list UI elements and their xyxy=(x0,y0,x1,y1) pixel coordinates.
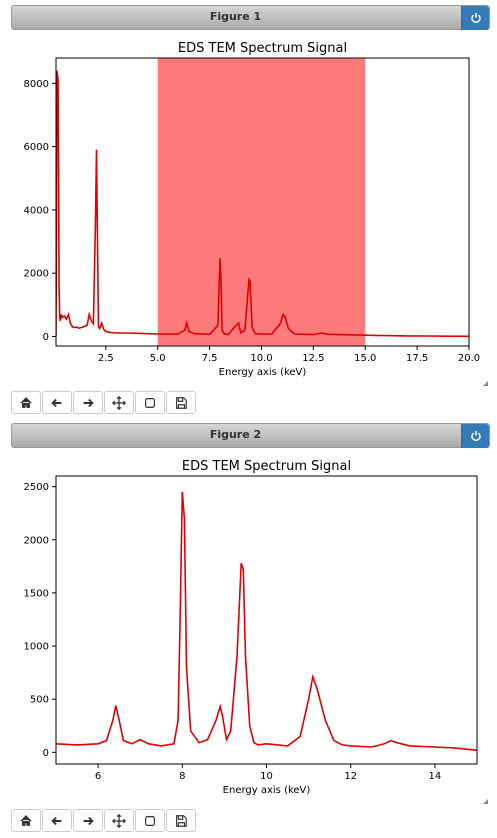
home-icon xyxy=(20,814,32,826)
chart-title: EDS TEM Spectrum Signal xyxy=(178,41,347,56)
pan-icon xyxy=(112,813,126,828)
forward-arrow-button[interactable] xyxy=(73,391,103,414)
y-tick-label: 2000 xyxy=(24,269,49,280)
save-button[interactable] xyxy=(166,391,196,414)
power-icon xyxy=(470,13,481,24)
save-icon xyxy=(176,814,187,827)
power-icon xyxy=(470,431,481,442)
forward-arrow-icon xyxy=(83,398,94,407)
zoom-rect-icon xyxy=(145,397,155,408)
figure-2-header: Figure 2 xyxy=(11,423,490,448)
selection-span[interactable] xyxy=(157,58,366,346)
home-button[interactable] xyxy=(11,391,41,414)
resize-handle-icon[interactable] xyxy=(483,799,488,804)
x-tick-label: 10 xyxy=(260,771,273,782)
y-tick-label: 2000 xyxy=(24,535,49,546)
y-tick-label: 0 xyxy=(43,332,49,343)
forward-arrow-button[interactable] xyxy=(73,809,103,832)
figure-2-toolbar xyxy=(11,809,197,833)
x-tick-label: 17.5 xyxy=(406,353,428,364)
home-button[interactable] xyxy=(11,809,41,832)
figure-2-plot[interactable]: EDS TEM Spectrum Signal 6 8 10 12 14 0 500 1000 1… xyxy=(0,456,497,806)
save-button[interactable] xyxy=(166,809,196,832)
x-axis-label: Energy axis (keV) xyxy=(219,367,307,378)
y-tick-label: 1500 xyxy=(24,588,49,599)
plot-frame xyxy=(55,57,470,347)
forward-arrow-icon xyxy=(83,816,94,825)
y-tick-label: 0 xyxy=(43,748,49,759)
x-tick-label: 12.5 xyxy=(302,353,324,364)
zoom-rect-button[interactable] xyxy=(135,391,165,414)
zoom-rect-button[interactable] xyxy=(135,809,165,832)
resize-handle-icon[interactable] xyxy=(483,381,488,386)
figure-1-title: Figure 1 xyxy=(209,10,262,23)
save-icon xyxy=(176,396,187,409)
x-tick-label: 8 xyxy=(179,771,185,782)
x-tick-label: 12 xyxy=(344,771,357,782)
x-tick-label: 6 xyxy=(95,771,101,782)
y-tick-label: 2500 xyxy=(24,482,49,493)
x-tick-label: 15.0 xyxy=(354,353,376,364)
x-tick-label: 10.0 xyxy=(250,353,272,364)
zoom-rect-icon xyxy=(145,815,155,826)
close-figure-1-button[interactable] xyxy=(461,6,489,30)
pan-button[interactable] xyxy=(104,809,134,832)
y-tick-label: 1000 xyxy=(24,642,49,653)
y-tick-label: 4000 xyxy=(24,205,49,216)
close-figure-2-button[interactable] xyxy=(461,424,489,448)
figure-1-plot[interactable]: EDS TEM Spectrum Signal 2.5 5.0 7.5 10.0 12.5… xyxy=(0,38,497,388)
spectrum-line xyxy=(56,491,477,751)
pan-icon xyxy=(112,395,126,410)
chart-title: EDS TEM Spectrum Signal xyxy=(182,459,351,474)
figure-1-toolbar xyxy=(11,391,197,415)
spectrum-line xyxy=(56,70,469,338)
pan-button[interactable] xyxy=(104,391,134,414)
x-tick-label: 7.5 xyxy=(202,353,218,364)
y-tick-label: 500 xyxy=(30,695,49,706)
x-tick-label: 14 xyxy=(429,771,442,782)
x-axis-label: Energy axis (keV) xyxy=(223,785,311,796)
x-tick-label: 2.5 xyxy=(98,353,114,364)
home-icon xyxy=(20,396,32,408)
back-arrow-button[interactable] xyxy=(42,391,72,414)
back-arrow-button[interactable] xyxy=(42,809,72,832)
back-arrow-icon xyxy=(51,398,62,407)
y-tick-label: 6000 xyxy=(24,142,49,153)
y-tick-label: 8000 xyxy=(24,79,49,90)
figure-2-title: Figure 2 xyxy=(209,428,262,441)
figure-1-header: Figure 1 xyxy=(11,5,490,30)
x-tick-label: 5.0 xyxy=(150,353,166,364)
x-tick-label: 20.0 xyxy=(458,353,480,364)
back-arrow-icon xyxy=(51,816,62,825)
